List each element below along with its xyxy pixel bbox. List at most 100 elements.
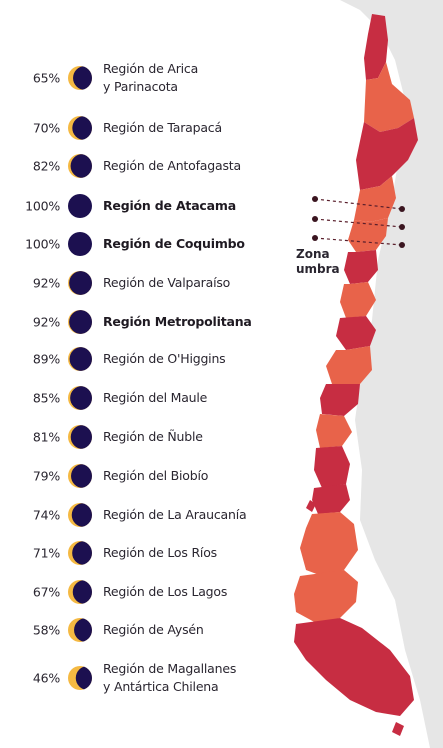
zone-label-1: Zona bbox=[296, 247, 330, 261]
region-row: 74% Región de La Araucanía bbox=[0, 500, 300, 530]
eclipse-moon-icon bbox=[68, 503, 92, 527]
region-losrios bbox=[312, 484, 350, 514]
eclipse-moon-icon bbox=[68, 116, 92, 140]
region-name: Región de Antofagasta bbox=[103, 157, 241, 175]
region-name: Región de Coquimbo bbox=[103, 235, 245, 253]
region-row: 85% Región del Maule bbox=[0, 383, 300, 413]
region-nuble bbox=[320, 384, 360, 416]
region-name-line: Región Metropolitana bbox=[103, 314, 252, 329]
region-name-line: Región de Arica bbox=[103, 61, 199, 76]
eclipse-moon-icon bbox=[68, 666, 92, 690]
eclipse-percentage: 70% bbox=[32, 120, 60, 136]
eclipse-percentage: 74% bbox=[32, 507, 60, 523]
region-name-line: Región de Ñuble bbox=[103, 429, 203, 444]
region-araucania bbox=[314, 446, 350, 488]
eclipse-percentage: 82% bbox=[32, 158, 60, 174]
region-metropolitana bbox=[340, 282, 376, 318]
region-row: 100% Región de Atacama bbox=[0, 191, 300, 221]
eclipse-moon-icon bbox=[68, 347, 92, 371]
eclipse-percentage: 46% bbox=[32, 670, 60, 686]
region-row: 65% Región de Arica y Parinacota bbox=[0, 60, 300, 96]
eclipse-moon-icon bbox=[68, 541, 92, 565]
neighbor-land bbox=[340, 0, 443, 748]
region-row: 46% Región de Magallanes y Antártica Chile… bbox=[0, 660, 300, 696]
eclipse-percentage: 89% bbox=[32, 351, 60, 367]
region-row: 92% Región Metropolitana bbox=[0, 307, 300, 337]
island bbox=[392, 722, 404, 736]
eclipse-percentage: 65% bbox=[32, 70, 60, 86]
region-atacama bbox=[354, 176, 396, 222]
eclipse-moon-icon bbox=[68, 464, 92, 488]
region-name: Región de Tarapacá bbox=[103, 119, 222, 137]
region-row: 81% Región de Ñuble bbox=[0, 422, 300, 452]
region-arica bbox=[364, 14, 388, 80]
island bbox=[306, 500, 316, 512]
region-name-line: Región de Antofagasta bbox=[103, 158, 241, 173]
eclipse-moon-icon bbox=[68, 310, 92, 334]
region-name-line: Región de Magallanes bbox=[103, 661, 237, 676]
region-name: Región de Arica y Parinacota bbox=[103, 60, 198, 96]
region-name: Región de Los Ríos bbox=[103, 544, 217, 562]
region-name-line: Región de Atacama bbox=[103, 198, 236, 213]
region-name-line: Región de Los Lagos bbox=[103, 584, 228, 599]
region-name: Región de Los Lagos bbox=[103, 583, 227, 601]
region-tarapaca bbox=[364, 62, 414, 132]
eclipse-percentage: 100% bbox=[25, 236, 60, 252]
region-ohiggins bbox=[336, 316, 376, 350]
region-name-line: Región de O'Higgins bbox=[103, 351, 226, 366]
region-name-line: Región del Maule bbox=[103, 390, 208, 405]
region-row: 70% Región de Tarapacá bbox=[0, 113, 300, 143]
eclipse-percentage: 92% bbox=[32, 275, 60, 291]
region-name: Región de O'Higgins bbox=[103, 350, 226, 368]
region-name-line: Región de Valparaíso bbox=[103, 275, 231, 290]
region-row: 79% Región del Biobío bbox=[0, 461, 300, 491]
eclipse-moon-icon bbox=[68, 425, 92, 449]
region-name: Región del Biobío bbox=[103, 467, 208, 485]
region-row: 67% Región de Los Lagos bbox=[0, 577, 300, 607]
region-name: Región de Aysén bbox=[103, 621, 204, 639]
eclipse-percentage: 79% bbox=[32, 468, 60, 484]
eclipse-moon-icon bbox=[68, 580, 92, 604]
region-row: 82% Región de Antofagasta bbox=[0, 151, 300, 181]
region-name-line: y Parinacota bbox=[103, 79, 178, 94]
eclipse-path-lines bbox=[314, 198, 403, 246]
region-loslagos bbox=[300, 512, 358, 576]
region-name: Región del Maule bbox=[103, 389, 207, 407]
eclipse-percentage: 85% bbox=[32, 390, 60, 406]
region-row: 89% Región de O'Higgins bbox=[0, 344, 300, 374]
region-biobio bbox=[316, 414, 352, 448]
eclipse-percentage: 67% bbox=[32, 584, 60, 600]
eclipse-moon-icon bbox=[68, 194, 92, 218]
eclipse-moon-icon bbox=[68, 618, 92, 642]
region-name: Región de Ñuble bbox=[103, 428, 203, 446]
region-name-line: Región de Aysén bbox=[103, 622, 204, 637]
chile-regions bbox=[294, 14, 418, 736]
region-maule bbox=[326, 346, 372, 384]
region-name: Región de Atacama bbox=[103, 197, 236, 215]
region-name-line: Región de Tarapacá bbox=[103, 120, 222, 135]
region-row: 92% Región de Valparaíso bbox=[0, 268, 300, 298]
eclipse-moon-icon bbox=[68, 66, 92, 90]
region-name: Región Metropolitana bbox=[103, 313, 252, 331]
region-row: 71% Región de Los Ríos bbox=[0, 538, 300, 568]
region-name-line: y Antártica Chilena bbox=[103, 679, 219, 694]
eclipse-moon-icon bbox=[68, 386, 92, 410]
eclipse-percentage: 100% bbox=[25, 198, 60, 214]
region-name-line: Región del Biobío bbox=[103, 468, 209, 483]
region-name: Región de La Araucanía bbox=[103, 506, 247, 524]
region-coquimbo bbox=[348, 218, 388, 252]
region-aysen bbox=[294, 570, 358, 624]
region-antofagasta bbox=[356, 118, 418, 190]
region-name: Región de Magallanes y Antártica Chilena bbox=[103, 660, 236, 696]
region-name: Región de Valparaíso bbox=[103, 274, 230, 292]
region-valparaiso bbox=[344, 250, 378, 284]
region-name-line: Región de Coquimbo bbox=[103, 236, 245, 251]
eclipse-moon-icon bbox=[68, 232, 92, 256]
eclipse-moon-icon bbox=[68, 154, 92, 178]
eclipse-path-dots bbox=[312, 196, 405, 248]
region-name-line: Región de Los Ríos bbox=[103, 545, 217, 560]
eclipse-percentage: 92% bbox=[32, 314, 60, 330]
region-row: 58% Región de Aysén bbox=[0, 615, 300, 645]
